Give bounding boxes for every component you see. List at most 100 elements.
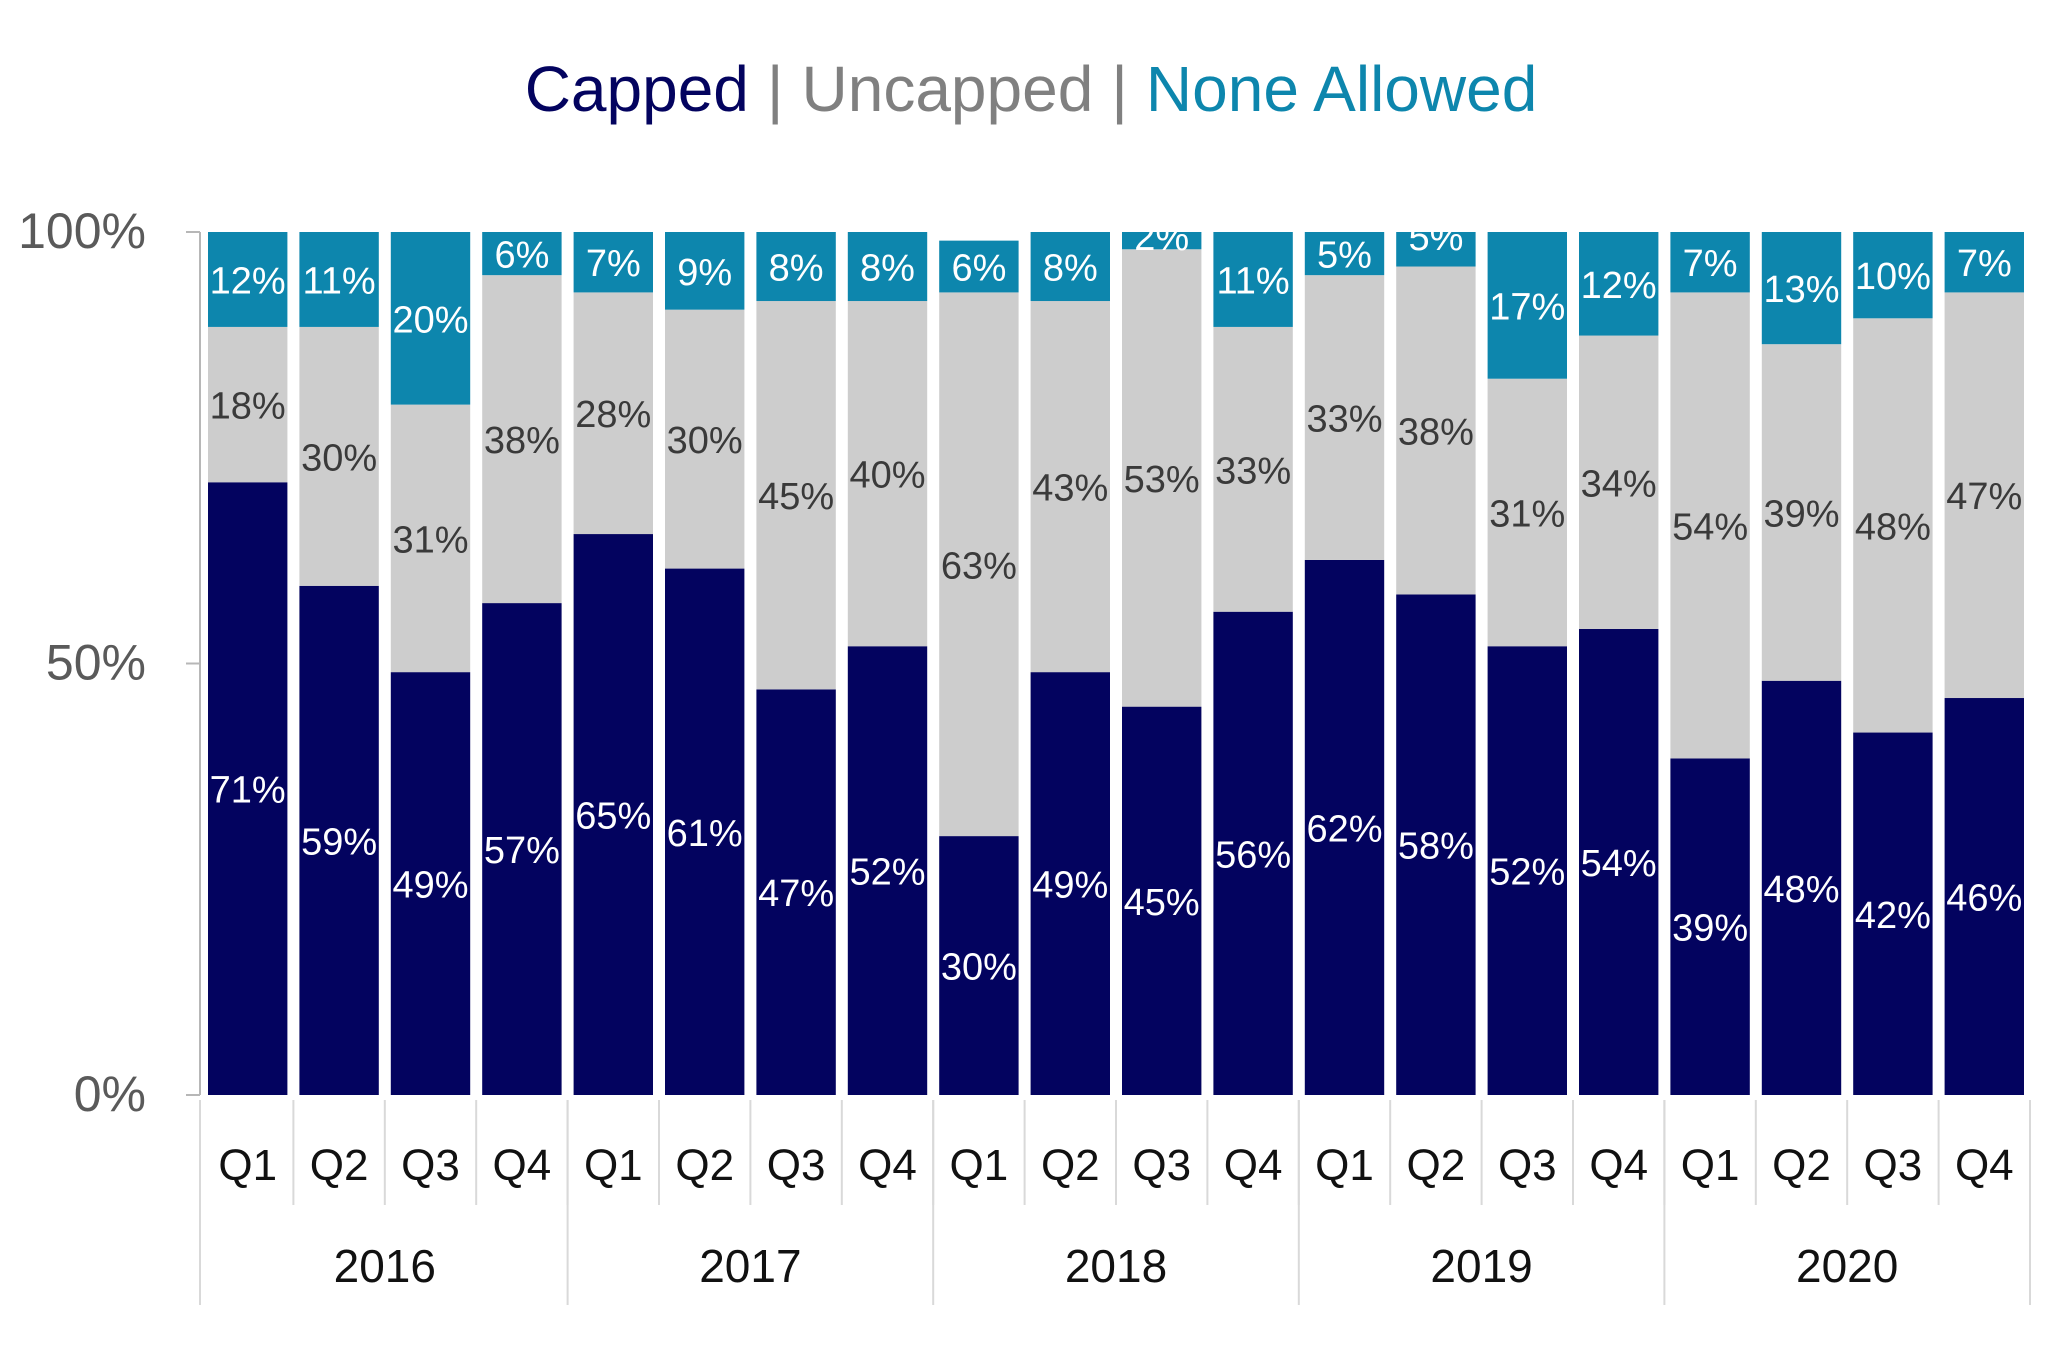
data-label: 7% [1683, 243, 1738, 285]
data-label: 47% [1946, 476, 2022, 518]
bar-segment-uncapped [1030, 301, 1110, 673]
data-label: 7% [1957, 243, 2012, 285]
data-label: 5% [1408, 217, 1463, 259]
bar-segment-capped [756, 689, 836, 1095]
data-label: 59% [301, 821, 377, 863]
bar-segment-capped [1396, 594, 1476, 1095]
bar-segment-none-allowed [1396, 232, 1476, 267]
data-label: 58% [1398, 826, 1474, 868]
data-label: 53% [1124, 459, 1200, 501]
data-label: 54% [1672, 506, 1748, 548]
data-label: 45% [758, 476, 834, 518]
bar-segment-none-allowed [573, 232, 653, 293]
x-group-label: 2018 [1065, 1240, 1167, 1292]
legend-title: Capped | Uncapped | None Allowed [0, 52, 2062, 126]
bar-segment-uncapped [1304, 275, 1385, 560]
data-label: 8% [860, 248, 915, 290]
bar-segment-uncapped [390, 404, 471, 673]
bar-segment-uncapped [1944, 292, 2024, 699]
data-label: 39% [1672, 908, 1748, 950]
bar-segment-capped [1213, 611, 1293, 1095]
x-group-label: 2019 [1430, 1240, 1532, 1292]
bar-segment-uncapped [1122, 249, 1202, 707]
bar-segment-none-allowed [1213, 232, 1293, 327]
x-tick-label: Q4 [858, 1141, 917, 1190]
data-label: 48% [1763, 869, 1839, 911]
data-label: 11% [1216, 260, 1289, 302]
bar-segment-uncapped [1670, 292, 1750, 759]
x-tick-label: Q1 [1681, 1141, 1740, 1190]
bar-segment-capped [1030, 672, 1110, 1095]
data-label: 30% [301, 437, 377, 479]
bar-segment-capped [1487, 646, 1567, 1095]
bar-segment-capped [1122, 706, 1202, 1095]
bar-segment-uncapped [1396, 266, 1476, 595]
data-label: 6% [494, 235, 549, 277]
x-tick-label: Q1 [950, 1141, 1009, 1190]
bar-segment-capped [573, 534, 653, 1095]
data-label: 9% [677, 252, 732, 294]
bar-segment-uncapped [847, 301, 928, 647]
x-tick-label: Q2 [675, 1141, 734, 1190]
x-tick-label: Q3 [767, 1141, 826, 1190]
bar-segment-uncapped [1487, 378, 1567, 647]
bar-segment-uncapped [208, 326, 288, 483]
data-label: 47% [758, 873, 834, 915]
bar-segment-capped [1944, 698, 2024, 1095]
data-label: 7% [586, 243, 641, 285]
data-label: 54% [1581, 843, 1657, 885]
y-tick-label: 100% [18, 203, 146, 259]
bar-segment-none-allowed [1853, 232, 1933, 319]
data-label: 13% [1763, 269, 1839, 311]
data-label: 10% [1855, 256, 1931, 298]
bar-segment-none-allowed [299, 232, 379, 327]
data-label: 18% [210, 386, 286, 428]
data-label: 38% [1398, 411, 1474, 453]
data-label: 8% [1043, 248, 1098, 290]
legend-separator: | [1111, 53, 1128, 125]
legend-capped: Capped [524, 53, 749, 125]
data-label: 40% [849, 455, 925, 497]
data-label: 49% [1032, 865, 1108, 907]
bar-segment-capped [1670, 758, 1750, 1095]
bar-segment-none-allowed [756, 232, 836, 302]
data-label: 57% [484, 830, 560, 872]
data-label: 30% [941, 947, 1017, 989]
x-tick-label: Q2 [1407, 1141, 1466, 1190]
data-label: 65% [575, 796, 651, 838]
x-group-label: 2020 [1796, 1240, 1898, 1292]
bar-segment-capped [847, 646, 928, 1095]
y-tick-label: 50% [46, 635, 146, 691]
data-label: 31% [392, 519, 468, 561]
bar-segment-none-allowed [665, 232, 745, 310]
bar-segment-capped [939, 836, 1019, 1095]
x-tick-label: Q1 [584, 1141, 643, 1190]
bar-segment-uncapped [1761, 344, 1842, 681]
bar-segment-none-allowed [208, 232, 288, 327]
legend-separator: | [766, 53, 784, 125]
x-tick-label: Q4 [1955, 1141, 2014, 1190]
bar-segment-none-allowed [1944, 232, 2024, 293]
data-label: 30% [667, 420, 743, 462]
bar-segment-capped [1304, 559, 1385, 1095]
bar-segment-none-allowed [1487, 232, 1567, 379]
data-label: 61% [667, 813, 743, 855]
bar-segment-none-allowed [1670, 232, 1750, 293]
data-label: 2% [1134, 217, 1189, 259]
bar-segment-none-allowed [847, 232, 928, 302]
bar-segment-capped [1853, 732, 1933, 1095]
bar-segment-uncapped [573, 292, 653, 535]
data-label: 5% [1317, 235, 1372, 277]
data-label: 52% [1489, 852, 1565, 894]
x-tick-label: Q1 [218, 1141, 277, 1190]
x-tick-label: Q3 [401, 1141, 460, 1190]
data-label: 62% [1306, 808, 1382, 850]
bar-segment-none-allowed [1761, 232, 1842, 345]
x-tick-label: Q2 [310, 1141, 369, 1190]
data-label: 6% [951, 248, 1006, 290]
bar-segment-capped [482, 603, 562, 1095]
bar-segment-uncapped [1579, 335, 1659, 629]
data-label: 49% [392, 865, 468, 907]
